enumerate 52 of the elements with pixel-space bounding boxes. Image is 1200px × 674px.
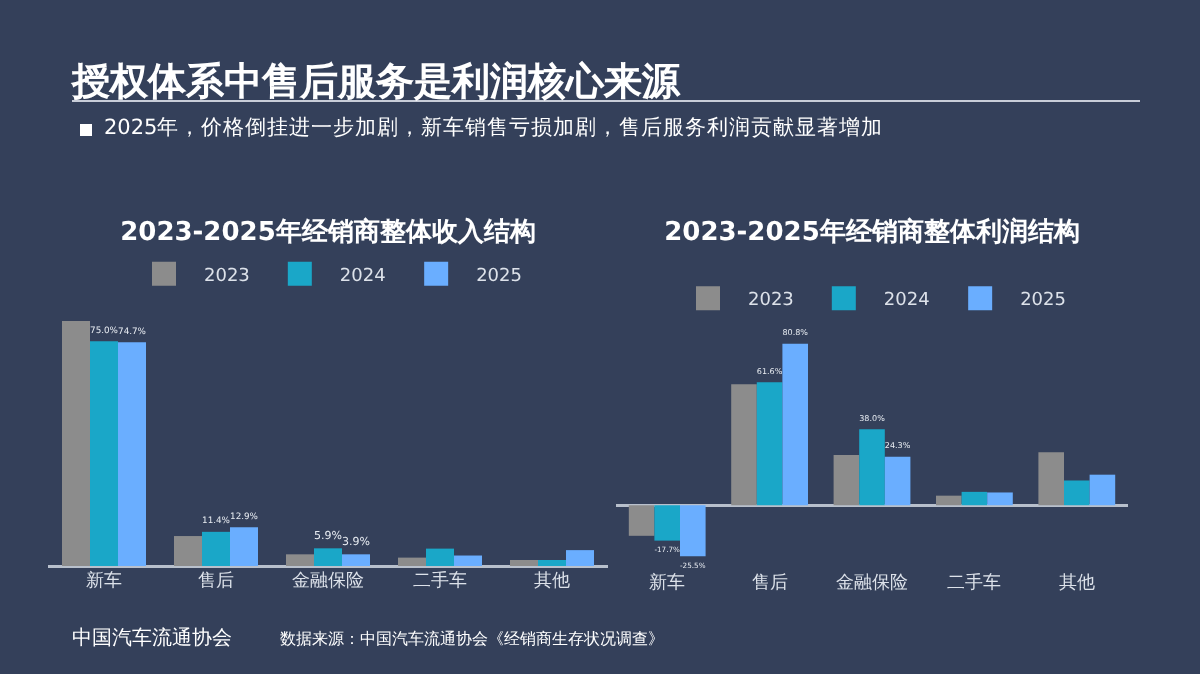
bar [628,505,655,536]
legend-label: 2025 [476,266,522,287]
legend-label: 2024 [883,291,931,312]
chart-title: 2023-2025年经销商整体利润结构 [664,216,1080,249]
bar [731,384,757,506]
bar [884,456,911,506]
bar [174,536,202,566]
bar [426,548,454,566]
bar [680,505,706,557]
bar [859,429,885,506]
x-tick-label: 售后 [751,572,788,594]
bar [398,557,426,566]
x-tick-label: 其他 [1058,572,1095,594]
bar [62,320,90,566]
bar [961,491,988,506]
x-tick-label: 金融保险 [292,570,364,592]
bar [90,341,118,566]
legend-label: 2023 [204,266,250,287]
source-note: 数据来源：中国汽车流通协会《经销商生存状况调查》 [280,628,664,650]
legend-label: 2025 [1020,291,1066,312]
bar [654,505,680,541]
legend-label: 2024 [339,266,387,287]
bar [1089,474,1116,506]
bar [230,527,258,566]
bar [833,454,860,506]
bar [756,382,783,506]
bar [566,550,594,566]
x-tick-label: 新车 [649,572,686,594]
bar [987,492,1013,506]
bar [202,531,230,566]
x-tick-label: 二手车 [413,570,467,592]
bar [342,554,370,566]
bar [510,560,538,566]
x-tick-label: 售后 [198,570,234,592]
chart-title: 2023-2025年经销商整体收入结构 [120,216,536,249]
x-tick-label: 二手车 [947,572,1002,594]
bar [538,560,566,566]
x-tick-label: 金融保险 [836,572,908,594]
x-tick-label: 其他 [534,570,570,592]
text: 2025年，价格倒挂进一步加剧，新车销售亏损加剧，售后服务利润贡献显著增加 [104,114,884,142]
bar [286,554,314,566]
bar [936,495,962,506]
x-tick-label: 新车 [86,570,122,592]
bar [314,548,342,566]
bar [782,343,808,506]
legend-label: 2023 [748,291,794,312]
bar [1064,480,1090,506]
bar [1038,452,1064,506]
bar [454,555,482,566]
text: 中国汽车流通协会 [72,625,232,652]
text: 授权体系中售后服务是利润核心来源 [72,58,680,108]
bar [118,342,146,566]
